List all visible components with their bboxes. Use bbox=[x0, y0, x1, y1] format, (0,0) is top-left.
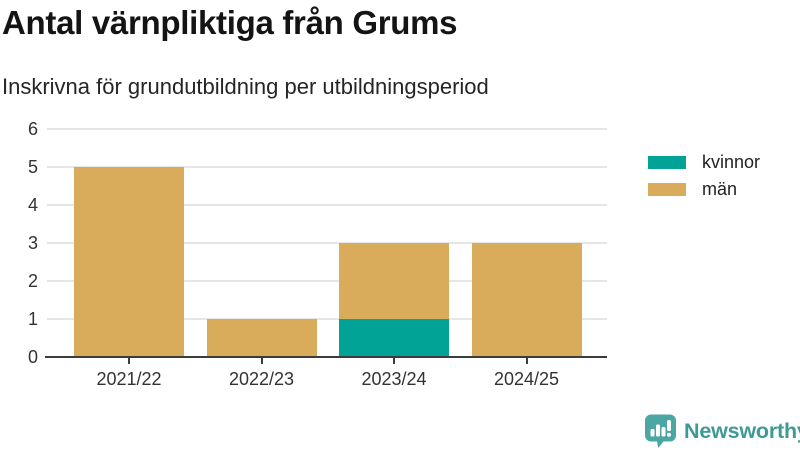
legend-label: kvinnor bbox=[702, 152, 761, 172]
bar-glyph-1 bbox=[650, 429, 655, 437]
bar-glyph-2 bbox=[656, 424, 660, 437]
gridline bbox=[47, 242, 607, 244]
x-axis-tick bbox=[525, 358, 528, 364]
y-axis-tick-label: 4 bbox=[27, 195, 38, 215]
newsworthy-logo: Newsworthy bbox=[644, 414, 800, 449]
legend-item-kvinnor: kvinnor bbox=[648, 149, 760, 176]
newsworthy-wordmark: Newsworthy bbox=[684, 419, 800, 443]
gridline bbox=[47, 128, 607, 130]
y-axis-tick-label: 1 bbox=[27, 309, 38, 329]
legend-swatch-män bbox=[648, 183, 686, 196]
x-axis-tick bbox=[128, 358, 130, 364]
y-axis-tick-label: 0 bbox=[27, 347, 38, 367]
chart-title: Antal värnpliktiga från Grums bbox=[2, 4, 458, 41]
gridline bbox=[47, 280, 607, 282]
y-axis-tick-label: 2 bbox=[27, 271, 38, 291]
legend-swatch-kvinnor bbox=[648, 156, 686, 169]
legend: kvinnor män bbox=[648, 149, 760, 203]
gridline bbox=[47, 318, 607, 320]
bar-segment-män-2024/25 bbox=[471, 243, 582, 357]
gridline bbox=[47, 204, 607, 206]
chart-subtitle: Inskrivna för grundutbildning per utbild… bbox=[2, 74, 489, 99]
bar-segment-män-2022/23 bbox=[206, 319, 317, 357]
bar-segment-män-2023/24 bbox=[339, 243, 449, 319]
x-axis-tick-label: 2022/23 bbox=[228, 369, 295, 389]
exclamation-bar-glyph bbox=[667, 420, 671, 431]
x-axis-line bbox=[45, 356, 607, 358]
gridline bbox=[47, 166, 607, 168]
newsworthy-icon bbox=[645, 414, 676, 448]
x-axis-tick-label: 2024/25 bbox=[493, 369, 560, 389]
speech-bubble-shape bbox=[645, 414, 676, 448]
exclamation-dot-glyph bbox=[667, 432, 671, 437]
x-axis-tick-label: 2023/24 bbox=[361, 369, 427, 389]
y-axis-tick-label: 5 bbox=[27, 157, 38, 177]
y-axis-tick-label: 6 bbox=[27, 119, 38, 139]
legend-label: män bbox=[702, 179, 738, 199]
bar-segment-män-2021/22 bbox=[74, 167, 184, 357]
x-axis-tick bbox=[393, 358, 395, 364]
bar-segment-kvinnor-2023/24 bbox=[339, 319, 449, 357]
bar-glyph-3 bbox=[661, 427, 666, 437]
y-axis-tick-label: 3 bbox=[27, 233, 38, 253]
legend-item-män: män bbox=[648, 176, 760, 203]
x-axis-tick-label: 2021/22 bbox=[96, 369, 162, 389]
x-axis-tick bbox=[260, 358, 263, 364]
